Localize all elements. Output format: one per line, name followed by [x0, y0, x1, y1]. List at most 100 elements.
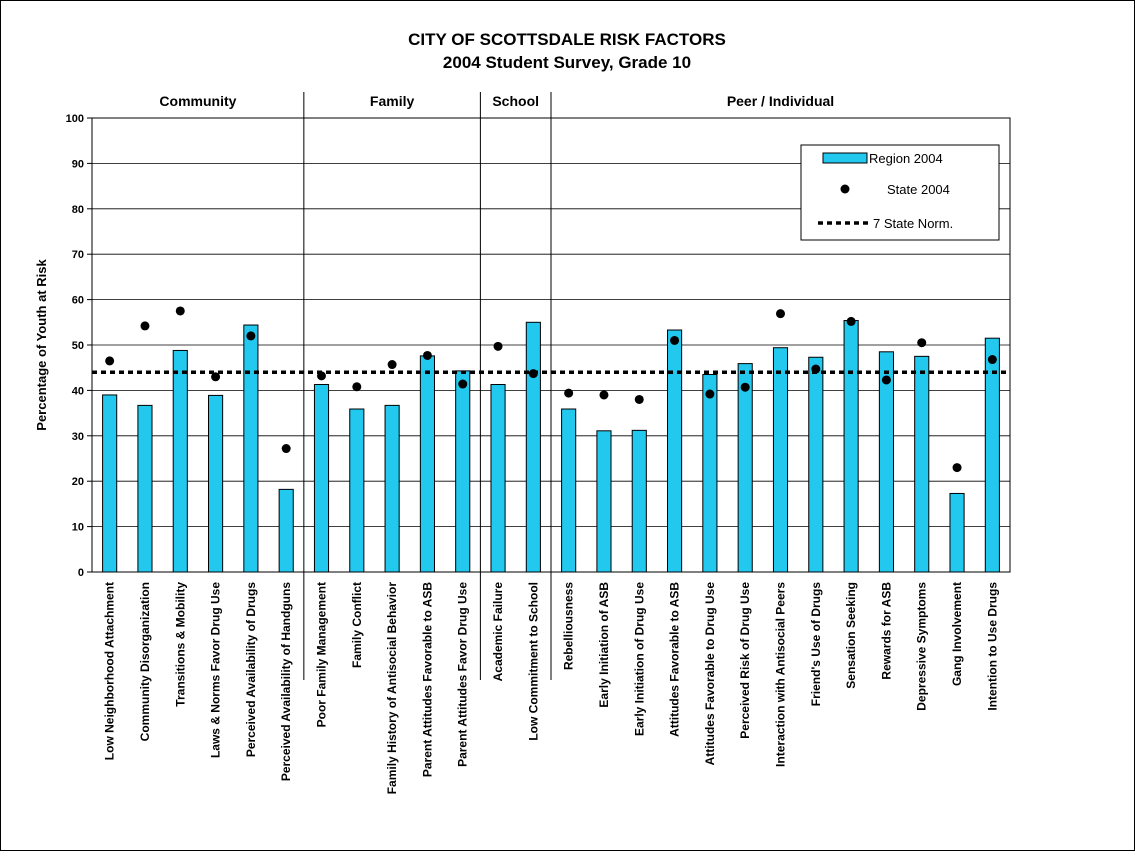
state-dot [811, 364, 821, 374]
y-tick-label: 20 [72, 476, 84, 488]
x-tick-label: Family Conflict [350, 582, 364, 668]
bar [772, 347, 789, 573]
bar [137, 404, 153, 573]
y-tick-label: 70 [72, 249, 84, 261]
y-tick-label: 40 [72, 385, 84, 397]
bar [984, 337, 1000, 573]
state-dot [458, 379, 468, 389]
x-tick-label: Parent Attitudes Favor Drug Use [456, 582, 470, 767]
y-tick-label: 60 [72, 295, 84, 307]
x-tick-label: Interaction with Antisocial Peers [774, 582, 788, 767]
y-tick-label: 30 [72, 431, 84, 443]
bar [525, 321, 541, 573]
x-tick-label: Rewards for ASB [879, 582, 893, 680]
bar [384, 404, 400, 573]
x-tick-label: Gang Involvement [950, 582, 964, 686]
bar [914, 355, 930, 573]
x-tick-label: Perceived Availability of Handguns [279, 582, 293, 781]
x-tick-label: Sensation Seeking [844, 582, 858, 689]
x-tick-label: Early Initiation of Drug Use [632, 582, 646, 736]
bar [737, 363, 753, 573]
bar [172, 349, 188, 573]
x-tick-label: Poor Family Management [315, 582, 329, 727]
y-tick-label: 0 [78, 567, 84, 579]
x-tick-label: Parent Attitudes Favorable to ASB [420, 582, 434, 777]
group-label: Peer / Individual [727, 93, 834, 109]
group-label: Family [370, 93, 415, 109]
state-dot [422, 350, 432, 360]
bar [278, 488, 294, 573]
state-dot [175, 306, 185, 316]
state-dot [987, 355, 997, 365]
y-tick-label: 50 [72, 340, 84, 352]
y-axis-label: Percentage of Youth at Risk [34, 259, 49, 431]
x-tick-label: Early Initiation of ASB [597, 582, 611, 708]
x-tick-label: Rebelliousness [562, 582, 576, 670]
x-tick-label: Perceived Risk of Drug Use [738, 582, 752, 739]
x-tick-label: Friend's Use of Drugs [809, 582, 823, 707]
bar [243, 324, 259, 573]
y-tick-label: 80 [72, 204, 84, 216]
state-dot [670, 335, 680, 345]
y-tick-label: 10 [72, 522, 84, 534]
x-tick-label: Family History of Antisocial Behavior [385, 582, 399, 795]
x-tick-label: Intention to Use Drugs [985, 582, 999, 711]
state-dot [634, 394, 644, 404]
x-tick-label: Laws & Norms Favor Drug Use [209, 582, 223, 758]
state-dot [599, 390, 609, 400]
bar [843, 319, 859, 573]
x-tick-label: Attitudes Favorable to Drug Use [703, 582, 717, 766]
bar [808, 356, 824, 573]
x-tick-label: Low Neighborhood Attachment [103, 582, 117, 760]
chart-subtitle: 2004 Student Survey, Grade 10 [443, 53, 691, 72]
x-tick-label: Depressive Symptoms [915, 582, 929, 711]
state-dot [281, 444, 291, 454]
state-dot [705, 389, 715, 399]
state-dot [387, 360, 397, 370]
x-tick-label: Academic Failure [491, 582, 505, 682]
state-dot [105, 356, 115, 366]
x-tick-label: Attitudes Favorable to ASB [668, 582, 682, 737]
chart-title: CITY OF SCOTTSDALE RISK FACTORS [408, 30, 726, 49]
legend-dot [840, 184, 850, 194]
state-dot [352, 382, 362, 392]
bar [455, 370, 471, 573]
bar [631, 429, 647, 573]
state-dot [317, 371, 326, 381]
bar [949, 492, 965, 573]
bar [702, 374, 718, 573]
state-dot [952, 463, 962, 473]
state-dot [776, 309, 785, 319]
x-tick-label: Community Disorganization [138, 582, 152, 741]
state-dot [528, 369, 538, 379]
bar [419, 355, 435, 573]
bar [313, 383, 330, 573]
legend-label: Region 2004 [869, 151, 943, 166]
group-label: School [492, 93, 539, 109]
state-dot [740, 382, 750, 392]
state-dot [493, 341, 503, 351]
state-dot [246, 331, 256, 341]
group-label: Community [159, 93, 236, 109]
legend-label: 7 State Norm. [873, 216, 953, 231]
state-dot [211, 372, 221, 382]
bar [667, 329, 683, 573]
state-dot [564, 388, 574, 398]
y-tick-label: 90 [72, 158, 84, 170]
x-tick-label: Transitions & Mobility [173, 582, 187, 707]
state-dot [917, 338, 927, 348]
bar [490, 383, 506, 573]
legend-swatch [822, 152, 868, 164]
bar [102, 394, 118, 573]
bar [349, 408, 365, 573]
state-dot [846, 316, 856, 326]
bar [596, 430, 612, 573]
bar [561, 408, 577, 573]
bar [878, 351, 894, 573]
x-tick-label: Low Commitment to School [526, 582, 540, 741]
bar [208, 394, 224, 573]
state-dot [881, 375, 891, 385]
legend-label: State 2004 [887, 182, 950, 197]
y-tick-label: 100 [66, 113, 84, 125]
